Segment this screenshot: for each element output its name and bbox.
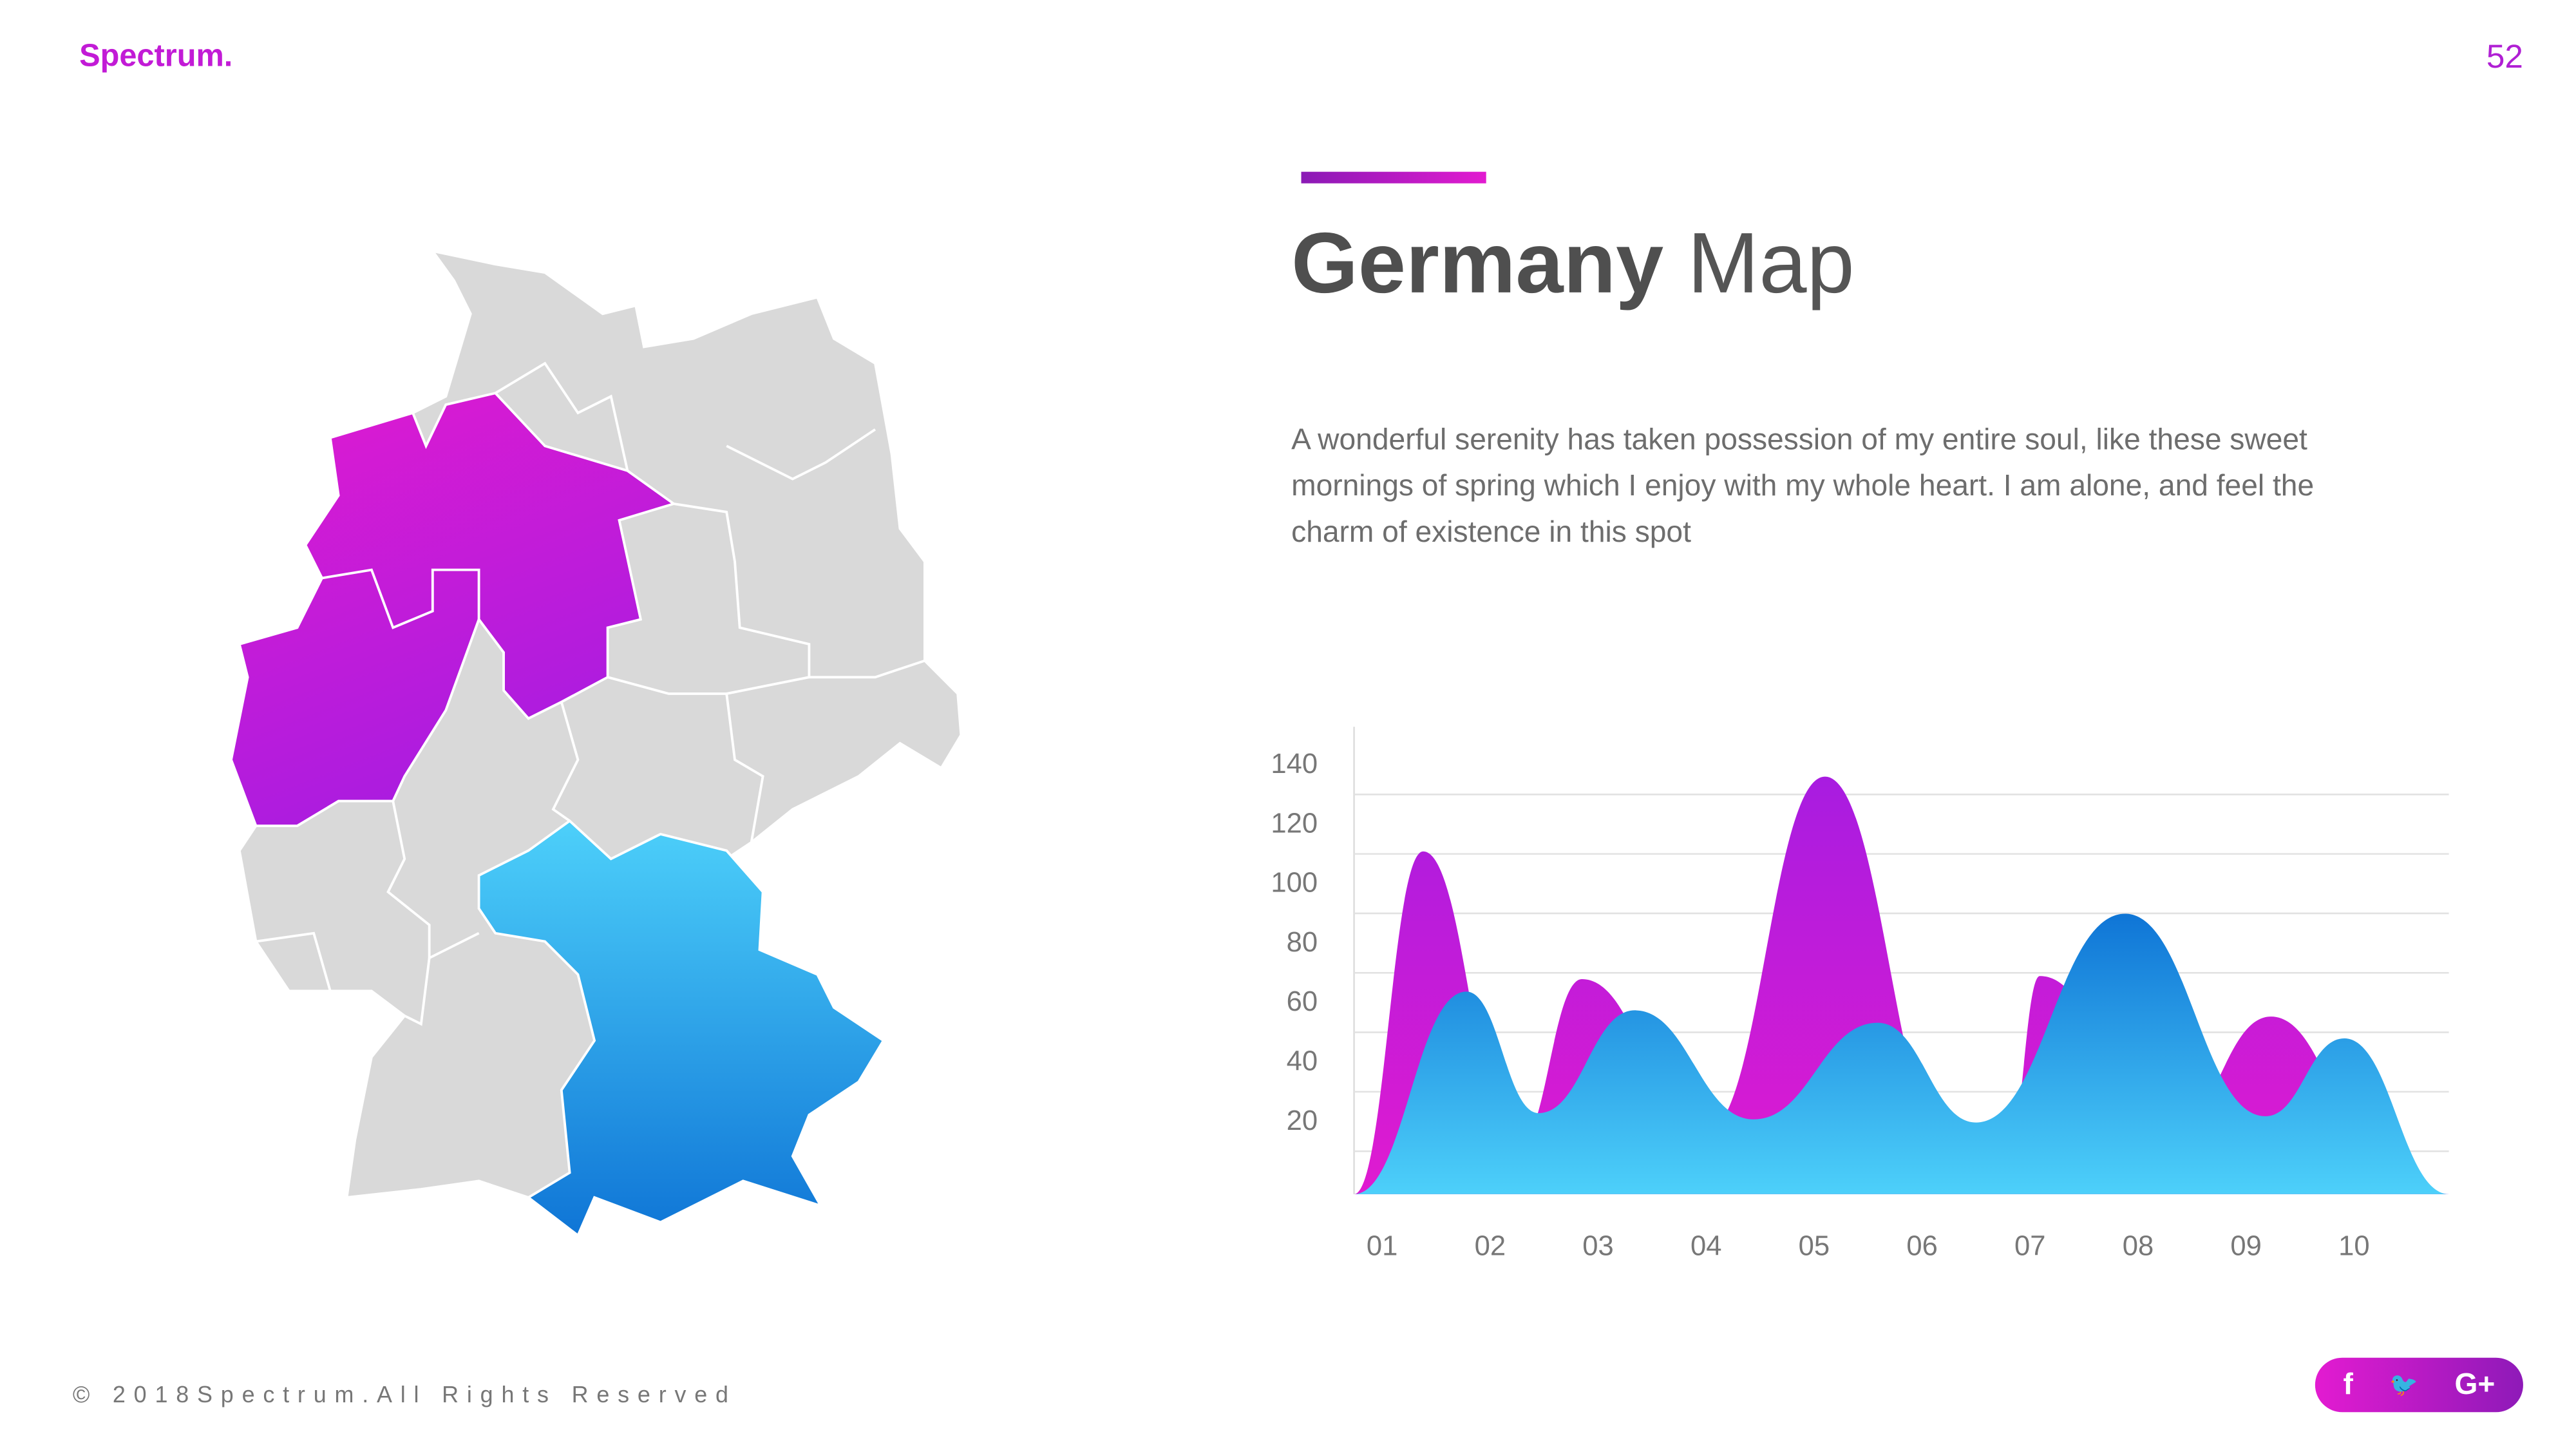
x-tick-label: 08 [2123, 1231, 2154, 1262]
area-chart: 20 40 60 80 100 120 140 01 02 03 04 05 06 07 08 09 10 [1271, 727, 2449, 1262]
page-number: 52 [2486, 39, 2523, 76]
google-plus-icon[interactable]: G+ [2454, 1368, 2496, 1401]
x-tick-label: 01 [1367, 1231, 1397, 1262]
y-tick-label: 20 [1287, 1105, 1318, 1136]
y-tick-label: 40 [1287, 1046, 1318, 1077]
y-tick-label: 140 [1271, 749, 1318, 779]
brand-logo: Spectrum. [79, 39, 233, 75]
x-tick-label: 09 [2230, 1231, 2261, 1262]
x-tick-label: 10 [2338, 1231, 2369, 1262]
y-tick-label: 60 [1287, 986, 1318, 1017]
y-tick-label: 100 [1271, 868, 1318, 899]
copyright: © 2018Spectrum.All Rights Reserved [72, 1380, 737, 1407]
x-tick-label: 03 [1582, 1231, 1613, 1262]
twitter-icon[interactable]: 🐦 [2389, 1371, 2419, 1398]
map-region-purple[interactable] [229, 392, 677, 827]
y-tick-label: 80 [1287, 927, 1318, 958]
map-region-blue[interactable] [477, 819, 886, 1237]
title-accent-bar [1301, 171, 1486, 184]
description: A wonderful serenity has taken possessio… [1291, 423, 2315, 549]
x-tick-label: 02 [1475, 1231, 1506, 1262]
x-tick-label: 07 [2014, 1231, 2045, 1262]
page-title: Germany Map [1291, 215, 1855, 314]
y-tick-label: 120 [1271, 808, 1318, 839]
title-light: Map [1687, 216, 1855, 312]
germany-map [229, 249, 963, 1237]
x-tick-label: 04 [1690, 1231, 1721, 1262]
x-tick-label: 05 [1799, 1231, 1830, 1262]
title-bold: Germany [1291, 216, 1664, 312]
x-tick-label: 06 [1906, 1231, 1937, 1262]
series-area-blue [1354, 913, 2449, 1194]
map-state-borders [256, 361, 925, 1026]
map-border-lower-saxony-nrw [321, 568, 480, 629]
social-links: f 🐦 G+ [2315, 1357, 2523, 1413]
facebook-icon[interactable]: f [2343, 1368, 2353, 1401]
